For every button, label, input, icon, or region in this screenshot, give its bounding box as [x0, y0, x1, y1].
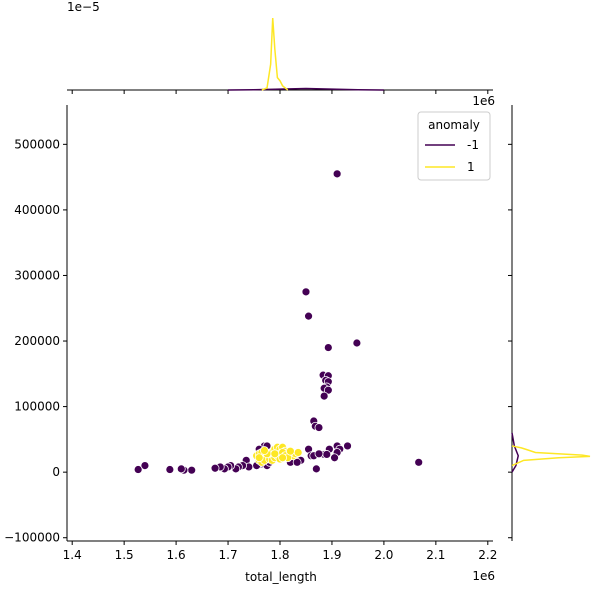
top-marginal-curve [261, 17, 289, 91]
legend-frame [417, 111, 491, 181]
scatter-point [292, 457, 302, 467]
scatter-point [304, 311, 313, 321]
scatter-point [187, 465, 197, 475]
scatter-point [210, 463, 220, 473]
right-marginal-curve [511, 445, 591, 467]
top-marginal-offset-label: 1e−5 [67, 0, 100, 14]
scatter-point [314, 423, 324, 432]
right-marginal-curve [511, 432, 520, 473]
scatter-point [330, 453, 339, 463]
x-tick-label: 1.8 [270, 548, 289, 562]
top-marginal-plot [67, 17, 493, 94]
legend: anomaly -1 1 [417, 111, 491, 181]
x-tick-label: 1.9 [322, 548, 341, 562]
scatter-point [414, 457, 424, 467]
scatter-point [311, 464, 321, 474]
x-tick-label: 2.1 [426, 548, 445, 562]
y-tick-label: 500000 [14, 137, 60, 151]
x-tick-label: 2.0 [374, 548, 393, 562]
x-axis-label: total_length [245, 570, 317, 584]
y-tick-label: 0 [52, 465, 60, 479]
scatter-point [314, 449, 324, 459]
scatter-point [301, 287, 311, 297]
x-tick-label: 1.5 [115, 548, 134, 562]
x-axis-offset-label: 1e6 [472, 569, 495, 583]
scatter-points [133, 169, 424, 475]
y-tick-label: 100000 [14, 400, 60, 414]
scatter-point [165, 465, 175, 474]
x-tick-label: 1.6 [167, 548, 186, 562]
main-scatter-axes: 1.4 1.5 1.6 1.7 1.8 1.9 2.0 2.1 2.2 −100000 0 10000… [4, 105, 497, 562]
scatter-point [322, 450, 332, 459]
y-tick-label: −100000 [4, 531, 60, 545]
x-tick-label: 2.2 [478, 548, 497, 562]
y-tick-label: 200000 [14, 334, 60, 348]
scatter-point [176, 464, 186, 474]
y-tick-label: 400000 [14, 203, 60, 217]
scatter-point [260, 446, 269, 455]
scatter-point [140, 461, 150, 471]
legend-label: 1 [467, 160, 475, 174]
scatter-point [254, 453, 264, 463]
legend-label: -1 [467, 138, 479, 152]
scatter-point [323, 343, 333, 352]
scatter-point [133, 465, 143, 474]
scatter-point [332, 169, 342, 179]
y-axis-offset-label: 1e6 [472, 94, 495, 108]
scatter-point [278, 453, 287, 463]
scatter-point [343, 441, 352, 451]
legend-entries: -1 1 [425, 138, 479, 174]
scatter-point [323, 385, 333, 395]
scatter-point [293, 448, 303, 457]
right-marginal-plot [508, 105, 591, 541]
x-tick-label: 1.4 [63, 548, 82, 562]
scatter-point [270, 449, 280, 459]
top-marginal-curve [228, 87, 384, 91]
scatter-point [319, 391, 329, 401]
x-tick-label: 1.7 [219, 548, 238, 562]
y-tick-label: 300000 [14, 268, 60, 282]
scatter-point [352, 338, 362, 348]
legend-title: anomaly [428, 118, 480, 132]
scatter-point [285, 446, 295, 456]
